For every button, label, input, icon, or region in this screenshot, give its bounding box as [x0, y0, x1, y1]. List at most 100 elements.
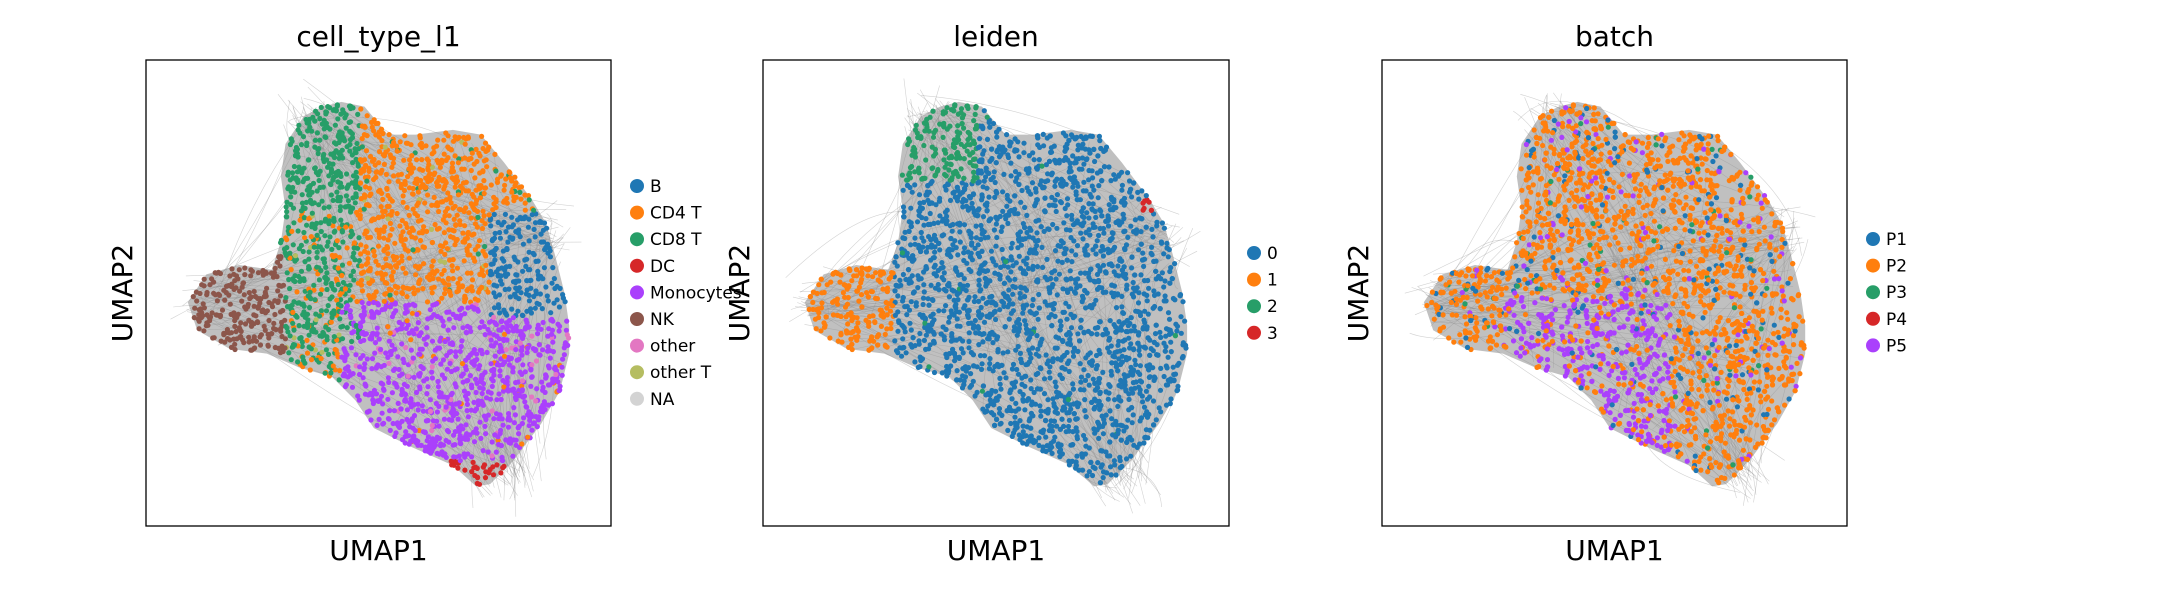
point-monocytes	[419, 403, 425, 409]
point-cd8-t	[340, 155, 346, 161]
point-0	[1121, 195, 1128, 201]
point-cd8-t	[328, 370, 334, 376]
point-0	[1073, 252, 1079, 258]
point-cd4-t	[334, 238, 340, 244]
point-monocytes	[480, 402, 486, 408]
point-monocytes	[420, 366, 426, 372]
point-cd8-t	[283, 252, 289, 258]
point-monocytes	[375, 398, 382, 404]
point-cd8-t	[475, 251, 481, 257]
point-2	[927, 114, 933, 120]
point-cd4-t	[493, 204, 499, 211]
point-cd4-t	[480, 208, 486, 214]
point-cd8-t	[326, 173, 332, 179]
point-cd8-t	[318, 308, 324, 314]
point-monocytes	[436, 345, 443, 351]
point-monocytes	[381, 420, 387, 426]
point-cd4-t	[455, 192, 462, 198]
point-nk	[263, 291, 269, 298]
point-monocytes	[450, 442, 456, 448]
point-0	[963, 368, 969, 374]
point-0	[1092, 224, 1098, 230]
point-cd4-t	[466, 242, 472, 249]
point-monocytes	[565, 342, 571, 348]
point-1	[849, 278, 855, 284]
point-0	[1148, 346, 1154, 352]
point-cd4-t	[402, 133, 408, 139]
point-cd4-t	[465, 188, 471, 194]
point-0	[976, 282, 982, 288]
point-0	[1172, 261, 1178, 267]
point-other-t	[365, 275, 371, 281]
point-cd4-t	[354, 209, 360, 216]
point-nk	[247, 295, 253, 302]
point-0	[1064, 213, 1070, 219]
point-cd4-t	[462, 141, 468, 147]
point-0	[1065, 202, 1071, 208]
point-cd4-t	[357, 157, 363, 163]
point-cd4-t	[378, 126, 385, 132]
point-cd8-t	[331, 154, 338, 161]
point-monocytes	[460, 371, 466, 377]
point-cd8-t	[309, 210, 315, 216]
point-monocytes	[519, 371, 525, 377]
point-0	[1024, 255, 1030, 261]
point-cd4-t	[429, 239, 435, 246]
point-monocytes	[460, 325, 466, 331]
point-0	[1165, 310, 1172, 316]
point-0	[1143, 434, 1149, 440]
point-monocytes	[540, 347, 546, 353]
point-b	[497, 310, 503, 316]
point-b	[535, 268, 541, 274]
point-cd4-t	[441, 267, 447, 274]
point-0	[916, 192, 923, 198]
point-nk	[239, 298, 245, 304]
point-monocytes	[477, 385, 483, 391]
point-monocytes	[522, 399, 528, 405]
point-0	[1005, 275, 1011, 281]
point-cd4-t	[483, 262, 489, 268]
point-cd4-t	[376, 149, 383, 155]
point-monocytes	[445, 327, 451, 333]
point-0	[1066, 428, 1072, 434]
point-cd4-t	[441, 230, 447, 236]
point-monocytes	[442, 451, 448, 457]
point-monocytes	[498, 443, 504, 449]
point-0	[1001, 303, 1007, 309]
point-0	[998, 386, 1004, 392]
point-monocytes	[389, 342, 395, 348]
point-cd4-t	[386, 132, 392, 138]
point-0	[1174, 362, 1181, 368]
point-2	[930, 165, 936, 171]
point-cd4-t	[392, 240, 398, 246]
point-0	[1098, 248, 1104, 254]
point-cd8-t	[308, 296, 314, 302]
point-cd8-t	[306, 256, 312, 262]
point-cd8-t	[318, 220, 324, 226]
point-cd4-t	[383, 256, 389, 262]
point-cd4-t	[518, 196, 524, 202]
point-cd4-t	[498, 173, 504, 179]
point-monocytes	[457, 348, 463, 354]
point-monocytes	[408, 347, 414, 353]
point-monocytes	[458, 343, 464, 350]
point-cd8-t	[322, 233, 328, 239]
point-other	[566, 335, 572, 341]
point-cd8-t	[410, 247, 416, 253]
point-cd4-t	[383, 171, 389, 177]
point-cd4-t	[413, 272, 419, 278]
point-cd8-t	[292, 258, 298, 264]
point-cd4-t	[482, 185, 488, 191]
point-cd8-t	[305, 317, 311, 323]
point-cd4-t	[471, 194, 477, 200]
point-0	[1013, 260, 1019, 266]
point-monocytes	[563, 327, 570, 333]
point-cd4-t	[472, 247, 478, 253]
point-cd4-t	[359, 282, 365, 288]
point-cd8-t	[331, 334, 337, 340]
point-cd4-t	[371, 248, 377, 254]
point-cd4-t	[380, 196, 386, 202]
point-b	[505, 271, 511, 277]
point-0	[935, 220, 941, 226]
point-0	[1098, 448, 1104, 454]
